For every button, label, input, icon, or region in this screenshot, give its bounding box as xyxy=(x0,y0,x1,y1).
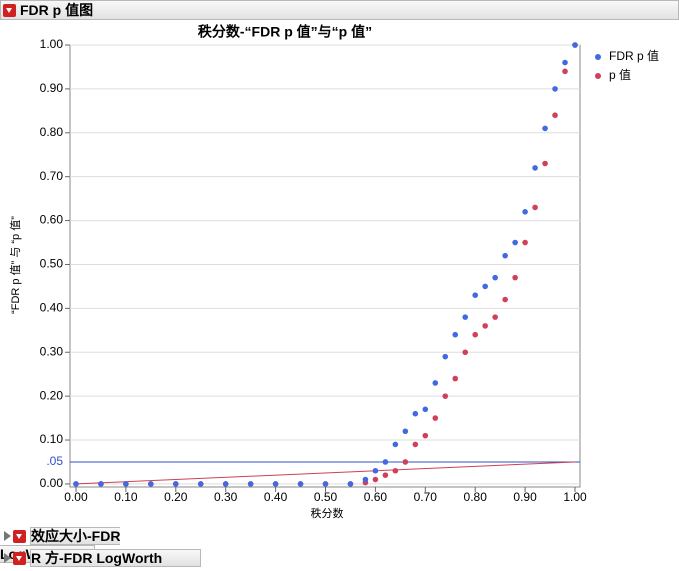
data-point xyxy=(392,441,399,448)
y-tick-label: 0.30 xyxy=(40,344,64,358)
header-title: FDR p 值图 xyxy=(20,2,94,18)
x-tick-label: 0.70 xyxy=(414,490,438,504)
section-header[interactable]: R 方-FDR LogWorth xyxy=(0,549,217,569)
x-tick-label: 0.30 xyxy=(214,490,238,504)
data-point xyxy=(512,274,518,281)
reference-label: .05 xyxy=(46,454,63,468)
data-point xyxy=(382,472,389,478)
x-tick-label: 1.00 xyxy=(563,490,587,504)
data-point xyxy=(382,459,389,465)
data-point xyxy=(347,481,354,487)
data-point xyxy=(482,323,488,329)
x-axis-label: 秩分数 xyxy=(311,507,344,520)
alpha-line xyxy=(75,461,576,485)
chart-title: 秩分数-“FDR p 值”与“p 值” xyxy=(198,24,372,40)
x-tick-label: 0.90 xyxy=(513,490,537,504)
data-point xyxy=(522,239,528,246)
data-point xyxy=(392,467,399,474)
data-point xyxy=(123,481,129,487)
y-tick-label: 0.00 xyxy=(40,476,64,490)
data-point xyxy=(462,314,469,320)
data-point xyxy=(512,239,518,246)
data-point xyxy=(402,428,409,435)
data-point xyxy=(73,481,79,487)
data-point xyxy=(552,86,558,92)
data-point xyxy=(372,476,379,483)
y-axis-label: “FDR p 值” 与 “p 值” xyxy=(9,216,22,314)
data-point xyxy=(462,349,469,356)
section-title: R 方-FDR LogWorth xyxy=(30,549,202,567)
data-point xyxy=(562,68,568,75)
data-point xyxy=(297,481,304,487)
data-point xyxy=(322,481,329,487)
menu-icon[interactable] xyxy=(3,4,16,17)
data-point xyxy=(532,204,538,211)
legend-marker xyxy=(595,73,601,79)
report-header[interactable]: FDR p 值图 xyxy=(0,0,679,20)
data-point xyxy=(422,406,429,413)
legend-label: FDR p 值 xyxy=(609,48,659,63)
x-tick-label: 0.60 xyxy=(364,490,388,504)
data-point xyxy=(362,476,369,483)
data-point xyxy=(472,331,479,338)
data-point xyxy=(412,441,419,448)
y-tick-label: 0.10 xyxy=(40,432,64,446)
data-point xyxy=(247,481,254,487)
data-point xyxy=(482,283,488,290)
data-point xyxy=(172,481,179,487)
data-point xyxy=(412,410,419,417)
data-point xyxy=(372,467,379,474)
data-point xyxy=(502,252,508,259)
data-point xyxy=(472,292,479,298)
y-tick-label: 0.70 xyxy=(40,169,64,183)
data-point xyxy=(542,125,548,132)
data-point xyxy=(552,112,558,119)
data-point xyxy=(98,481,104,487)
x-tick-label: 0.20 xyxy=(164,490,188,504)
data-point xyxy=(532,165,538,171)
section-header[interactable]: 效应大小-FDR LogWorth xyxy=(0,527,217,563)
data-point xyxy=(492,274,498,281)
y-tick-label: 0.60 xyxy=(40,213,64,227)
data-point xyxy=(197,481,204,487)
x-tick-label: 0.10 xyxy=(114,490,138,504)
y-tick-label: 0.20 xyxy=(40,388,64,402)
data-point xyxy=(502,296,508,303)
legend-marker xyxy=(595,54,601,60)
legend-label: p 值 xyxy=(609,67,631,82)
data-point xyxy=(562,59,568,66)
x-tick-label: 0.40 xyxy=(264,490,288,504)
data-point xyxy=(572,42,578,48)
x-tick-label: 0.80 xyxy=(464,490,488,504)
data-point xyxy=(542,160,548,167)
chart: 秩分数-“FDR p 值”与“p 值” 秩分数 “FDR p 值” 与 “p 值… xyxy=(9,24,659,520)
data-point xyxy=(432,380,439,386)
y-tick-label: 0.90 xyxy=(40,81,64,95)
data-point xyxy=(222,481,229,487)
data-point xyxy=(522,208,528,215)
y-tick-label: 0.80 xyxy=(40,125,64,139)
data-point xyxy=(272,481,279,487)
data-point xyxy=(422,432,429,439)
data-point xyxy=(432,415,439,421)
x-tick-label: 0.00 xyxy=(64,490,88,504)
data-point xyxy=(442,353,449,360)
data-point xyxy=(148,481,154,487)
y-tick-label: 1.00 xyxy=(40,37,64,51)
data-point xyxy=(452,375,459,382)
plot-frame xyxy=(69,44,581,488)
data-point xyxy=(492,314,498,320)
data-point xyxy=(452,331,459,338)
data-point xyxy=(442,393,449,399)
x-tick-label: 0.50 xyxy=(314,490,338,504)
data-point xyxy=(402,459,409,465)
y-tick-label: 0.40 xyxy=(40,301,64,315)
y-tick-label: 0.50 xyxy=(40,257,64,271)
